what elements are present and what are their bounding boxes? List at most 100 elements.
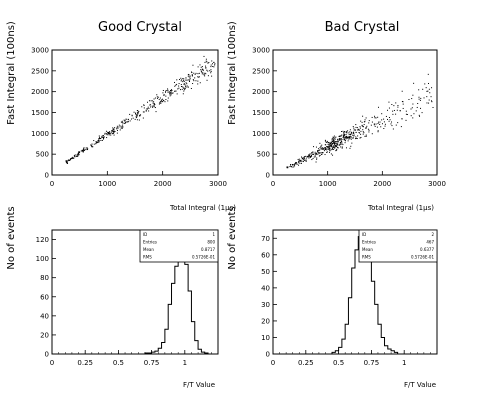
scatter-point bbox=[336, 145, 338, 147]
scatter-point bbox=[314, 153, 316, 155]
scatter-point bbox=[311, 155, 313, 157]
scatter-point bbox=[428, 88, 430, 90]
scatter-point bbox=[338, 138, 340, 140]
scatter-point bbox=[378, 121, 380, 123]
scatter-point bbox=[310, 156, 312, 158]
scatter-point bbox=[176, 83, 178, 85]
y-tick-label: 2000 bbox=[252, 88, 270, 96]
scatter-point bbox=[203, 73, 205, 75]
scatter-point bbox=[340, 143, 342, 145]
scatter-point bbox=[149, 104, 151, 106]
scatter-point bbox=[66, 161, 68, 163]
scatter-point bbox=[287, 167, 289, 169]
scatter-point bbox=[307, 155, 309, 157]
scatter-point bbox=[341, 146, 343, 148]
scatter-point bbox=[165, 99, 167, 101]
scatter-point bbox=[413, 113, 415, 115]
scatter-point bbox=[146, 101, 148, 103]
scatter-point bbox=[329, 144, 331, 146]
scatter-point bbox=[334, 137, 336, 139]
scatter-point bbox=[65, 160, 67, 162]
scatter-point bbox=[375, 123, 377, 125]
scatter-point bbox=[145, 110, 147, 112]
x-tick-label: 1 bbox=[183, 359, 187, 367]
scatter-point bbox=[330, 149, 332, 151]
scatter-point bbox=[211, 75, 213, 77]
scatter-point bbox=[181, 85, 183, 87]
x-tick-label: 0 bbox=[271, 359, 275, 367]
scatter-point bbox=[181, 88, 183, 90]
x-tick-label: 1000 bbox=[98, 180, 116, 188]
scatter-point bbox=[156, 96, 158, 98]
scatter-point bbox=[320, 145, 322, 147]
scatter-point bbox=[159, 100, 161, 102]
scatter-point bbox=[153, 101, 155, 103]
scatter-point bbox=[74, 155, 76, 157]
scatter-point bbox=[353, 134, 355, 136]
y-tick-label: 120 bbox=[36, 236, 49, 244]
scatter-point bbox=[299, 162, 301, 164]
scatter-point bbox=[417, 103, 419, 105]
stats-value: 467 bbox=[426, 240, 434, 245]
scatter-point bbox=[130, 118, 132, 120]
scatter-point bbox=[178, 85, 180, 87]
scatter-point bbox=[152, 102, 154, 104]
scatter-point bbox=[96, 142, 98, 144]
scatter-point bbox=[114, 130, 116, 132]
scatter-point bbox=[332, 146, 334, 148]
scatter-point bbox=[183, 79, 185, 81]
scatter-point bbox=[145, 109, 147, 111]
scatter-point bbox=[418, 89, 420, 91]
scatter-point bbox=[166, 90, 168, 92]
scatter-point bbox=[178, 87, 180, 89]
scatter-point bbox=[143, 104, 145, 106]
scatter-point bbox=[91, 144, 93, 146]
scatter-point bbox=[315, 152, 317, 154]
scatter-point bbox=[137, 111, 139, 113]
x-tick-label: 3000 bbox=[209, 180, 227, 188]
scatter-point bbox=[313, 146, 315, 148]
scatter-point bbox=[90, 144, 92, 146]
bad-hist-ylabel: No of events bbox=[227, 206, 238, 269]
scatter-point bbox=[104, 133, 106, 135]
scatter-point bbox=[211, 63, 213, 65]
scatter-point bbox=[330, 144, 332, 146]
scatter-point bbox=[153, 102, 155, 104]
scatter-point bbox=[119, 129, 121, 131]
scatter-point bbox=[335, 144, 337, 146]
scatter-point bbox=[124, 120, 126, 122]
scatter-point bbox=[198, 76, 200, 78]
scatter-point bbox=[186, 83, 188, 85]
scatter-point bbox=[297, 158, 299, 160]
scatter-point bbox=[197, 80, 199, 82]
scatter-point bbox=[158, 98, 160, 100]
scatter-point bbox=[85, 149, 87, 151]
scatter-point bbox=[200, 69, 202, 71]
scatter-point bbox=[102, 138, 104, 140]
scatter-point bbox=[342, 130, 344, 132]
scatter-point bbox=[340, 135, 342, 137]
y-tick-label: 500 bbox=[257, 151, 270, 159]
scatter-point bbox=[67, 160, 69, 162]
scatter-point bbox=[335, 143, 337, 145]
x-tick-label: 0.75 bbox=[144, 359, 160, 367]
scatter-point bbox=[67, 159, 69, 161]
scatter-point bbox=[184, 88, 186, 90]
scatter-point bbox=[174, 85, 176, 87]
scatter-point bbox=[86, 148, 88, 150]
scatter-point bbox=[365, 117, 367, 119]
scatter-point bbox=[309, 156, 311, 158]
scatter-point bbox=[189, 80, 191, 82]
scatter-point bbox=[111, 130, 113, 132]
scatter-point bbox=[337, 141, 339, 143]
scatter-point bbox=[300, 159, 302, 161]
stats-label: ID bbox=[362, 232, 366, 237]
scatter-point bbox=[418, 96, 420, 98]
scatter-point bbox=[213, 66, 215, 68]
scatter-point bbox=[395, 113, 397, 115]
scatter-point bbox=[419, 115, 421, 117]
scatter-point bbox=[373, 123, 375, 125]
scatter-point bbox=[169, 95, 171, 97]
scatter-point bbox=[401, 90, 403, 92]
scatter-point bbox=[101, 135, 103, 137]
